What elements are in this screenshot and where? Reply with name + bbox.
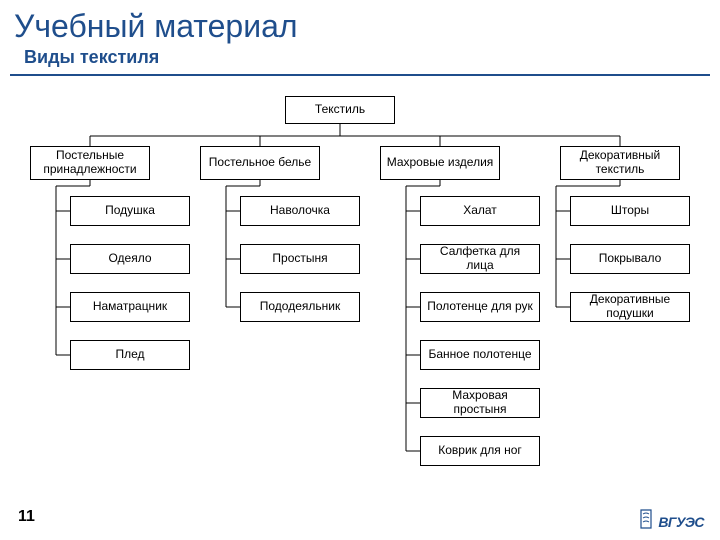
child-node: Наволочка bbox=[240, 196, 360, 226]
tree-diagram: Текстиль Постельные принадлежности Подушка… bbox=[10, 76, 710, 496]
page-subtitle: Виды текстиля bbox=[10, 47, 710, 76]
child-node: Махровая простыня bbox=[420, 388, 540, 418]
child-node: Подушка bbox=[70, 196, 190, 226]
child-node: Шторы bbox=[570, 196, 690, 226]
category-node: Декоративный текстиль bbox=[560, 146, 680, 180]
page-number: 11 bbox=[18, 508, 35, 526]
child-node: Полотенце для рук bbox=[420, 292, 540, 322]
category-node: Махровые изделия bbox=[380, 146, 500, 180]
child-node: Плед bbox=[70, 340, 190, 370]
child-node: Пододеяльник bbox=[240, 292, 360, 322]
child-node: Покрывало bbox=[570, 244, 690, 274]
category-node: Постельное белье bbox=[200, 146, 320, 180]
logo-icon bbox=[638, 508, 654, 530]
category-node: Постельные принадлежности bbox=[30, 146, 150, 180]
page-title: Учебный материал bbox=[0, 0, 720, 47]
child-node: Салфетка для лица bbox=[420, 244, 540, 274]
child-node: Одеяло bbox=[70, 244, 190, 274]
child-node: Банное полотенце bbox=[420, 340, 540, 370]
child-node: Коврик для ног bbox=[420, 436, 540, 466]
child-node: Декоративные подушки bbox=[570, 292, 690, 322]
root-node: Текстиль bbox=[285, 96, 395, 124]
child-node: Простыня bbox=[240, 244, 360, 274]
child-node: Халат bbox=[420, 196, 540, 226]
logo-text: ВГУЭС bbox=[658, 514, 704, 530]
logo: ВГУЭС bbox=[638, 508, 704, 530]
child-node: Наматрацник bbox=[70, 292, 190, 322]
connector-layer bbox=[10, 76, 710, 496]
